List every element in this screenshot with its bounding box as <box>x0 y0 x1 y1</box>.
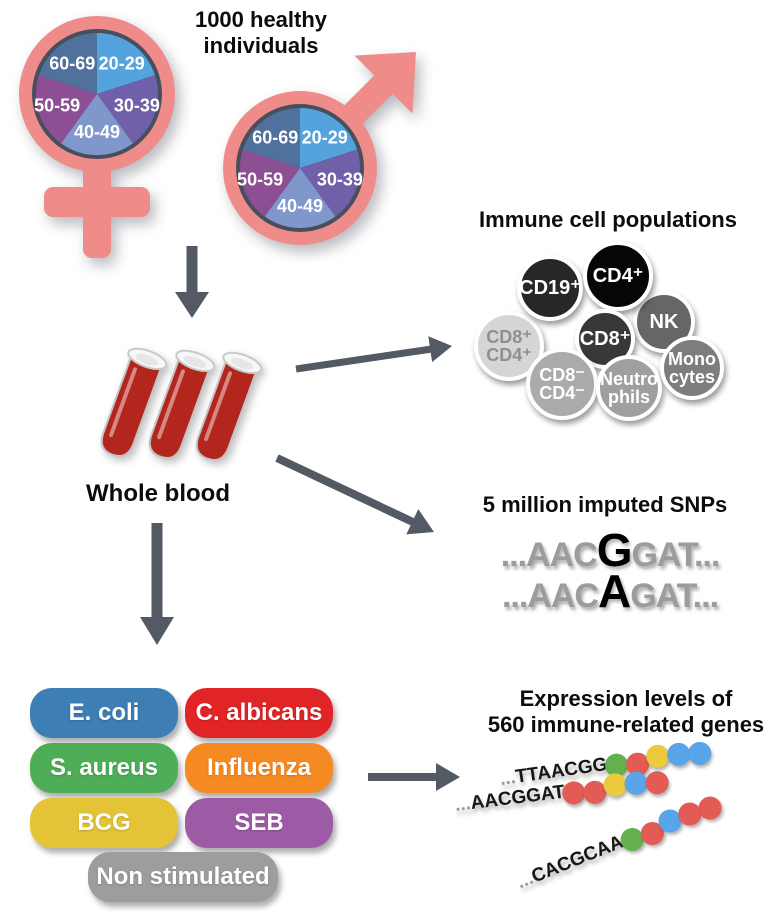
gene-sequence-text: ...TTAACGG <box>498 754 609 790</box>
cell-CD19+: CD19⁺ <box>517 255 583 321</box>
age-label: 40-49 <box>74 122 120 142</box>
gene-sequence-row: ...TTAACGG <box>498 734 714 795</box>
snp-sequences: ...AACGGAT... ...AACAGAT... <box>460 527 760 615</box>
sequence-ellipsis: ... <box>453 793 472 816</box>
cell-label: CD8⁺ <box>579 327 631 350</box>
age-slice-40-49 <box>61 94 133 156</box>
expression-dot-green <box>603 751 630 778</box>
expression-dot-yellow <box>645 742 672 769</box>
immune-cells-title: Immune cell populations <box>479 207 737 232</box>
cell-label: phils <box>607 387 650 407</box>
female-cross-bar <box>44 187 150 217</box>
age-label: 20-29 <box>302 127 348 147</box>
stimulus-pill-influenza: Influenza <box>185 743 333 793</box>
expression-dot-red <box>637 818 668 849</box>
age-label: 60-69 <box>49 53 95 73</box>
expression-dot-blue <box>687 739 714 766</box>
gene-sequence-text: ...AACGGAT <box>453 781 566 816</box>
expression-dot-red <box>644 769 671 795</box>
age-label: 60-69 <box>252 127 298 147</box>
expression-dot-yellow <box>602 771 629 798</box>
snps-title: 5 million imputed SNPs <box>482 492 728 517</box>
male-arrow-head <box>354 52 416 114</box>
cell-label: CD8⁺ <box>486 326 532 347</box>
expression-dot-red <box>694 792 725 823</box>
expression-dot-red <box>624 750 651 777</box>
age-label: 50-59 <box>34 96 80 116</box>
stimulus-pill-c-albicans: C. albicans <box>185 688 333 738</box>
cell-label: Neutro <box>600 368 658 389</box>
snp-variant: A <box>597 565 631 617</box>
blood-tube <box>195 351 263 462</box>
snp-suffix: GAT... <box>631 536 720 574</box>
blood-tubes <box>100 347 263 462</box>
age-slice-30-39 <box>97 75 159 144</box>
gene-sequence-row: ...CACGCAA <box>512 788 726 899</box>
age-label: 50-59 <box>237 170 283 190</box>
expression-title-line1: Expression levels of <box>519 686 733 711</box>
expression-title: Expression levels of 560 immune-related … <box>475 686 771 739</box>
age-slice-50-59 <box>239 149 300 217</box>
age-label: 30-39 <box>317 170 363 190</box>
age-label: 40-49 <box>277 196 323 216</box>
gene-sequence-text: ...CACGCAA <box>513 831 627 894</box>
cell-label: cytes <box>668 367 716 387</box>
age-label: 30-39 <box>114 96 160 116</box>
snp-variant: G <box>596 524 633 576</box>
cell-label: CD4⁺ <box>486 345 532 365</box>
snp-prefix: ...AAC <box>500 536 598 574</box>
cell-label: CD19⁺ <box>519 276 581 299</box>
expression-title-line2: 560 immune-related genes <box>487 712 765 738</box>
cell-label: CD4⁻ <box>539 383 585 403</box>
snp-sequence: ...AACGGAT... <box>460 527 760 574</box>
stimulus-pill-seb: SEB <box>185 798 333 848</box>
whole-blood-label: Whole blood <box>86 480 230 507</box>
snp-sequence: ...AACAGAT... <box>460 568 760 615</box>
age-slice-50-59 <box>35 75 97 144</box>
gene-sequence-row: ...AACGGAT <box>453 764 671 822</box>
cell-CD8+CD4+: CD8⁺ CD4⁺ <box>474 311 544 381</box>
age-slice-40-49 <box>264 168 336 228</box>
cell-Neutrophils: Neutro phils <box>596 355 662 421</box>
expression-dot-blue <box>665 740 692 767</box>
stimulus-pill-bcg: BCG <box>30 798 178 848</box>
expression-dot-blue <box>654 805 685 836</box>
female-cross <box>44 161 150 258</box>
age-slice-30-39 <box>300 149 361 217</box>
snp-suffix: GAT... <box>630 577 719 615</box>
age-slice-20-29 <box>300 108 358 168</box>
expression-dot-red <box>582 778 609 805</box>
cell-Monocytes: Mono cytes <box>660 336 724 400</box>
male-symbol: 20-29 30-39 40-49 50-59 60-69 <box>223 52 416 245</box>
flow-arrow <box>140 523 174 645</box>
expression-dot-red <box>561 779 588 806</box>
expression-dot-green <box>616 824 647 855</box>
expression-dot-red <box>674 798 705 829</box>
sequence-ellipsis: ... <box>513 867 537 894</box>
cell-label: CD8⁻ <box>539 364 585 385</box>
flow-arrow <box>368 763 460 791</box>
blood-tube <box>148 349 216 460</box>
female-symbol: 20-29 30-39 40-49 50-59 60-69 <box>19 16 175 258</box>
cell-label: NK <box>649 310 679 333</box>
snp-prefix: ...AAC <box>501 577 599 615</box>
cell-CD4+: CD4⁺ <box>583 241 653 311</box>
expression-dot-blue <box>623 769 650 796</box>
stimulus-pill-e-coli: E. coli <box>30 688 178 738</box>
blood-tube <box>100 347 168 458</box>
cell-label: Mono <box>668 348 716 369</box>
stimulus-pill-s-aureus: S. aureus <box>30 743 178 793</box>
cell-NK: NK <box>633 291 695 353</box>
cell-CD8+: CD8⁺ <box>575 309 635 369</box>
cell-label: CD4⁺ <box>592 264 644 287</box>
sequence-ellipsis: ... <box>498 766 518 790</box>
age-slice-60-69 <box>39 33 97 94</box>
stimulus-pill-non-stimulated: Non stimulated <box>88 852 278 902</box>
main-title: 1000 healthy individuals <box>194 7 328 58</box>
age-slice-60-69 <box>242 107 300 168</box>
age-slice-20-29 <box>97 33 155 94</box>
age-label: 20-29 <box>99 53 145 73</box>
cell-CD8-CD4-: CD8⁻ CD4⁻ <box>526 348 598 420</box>
